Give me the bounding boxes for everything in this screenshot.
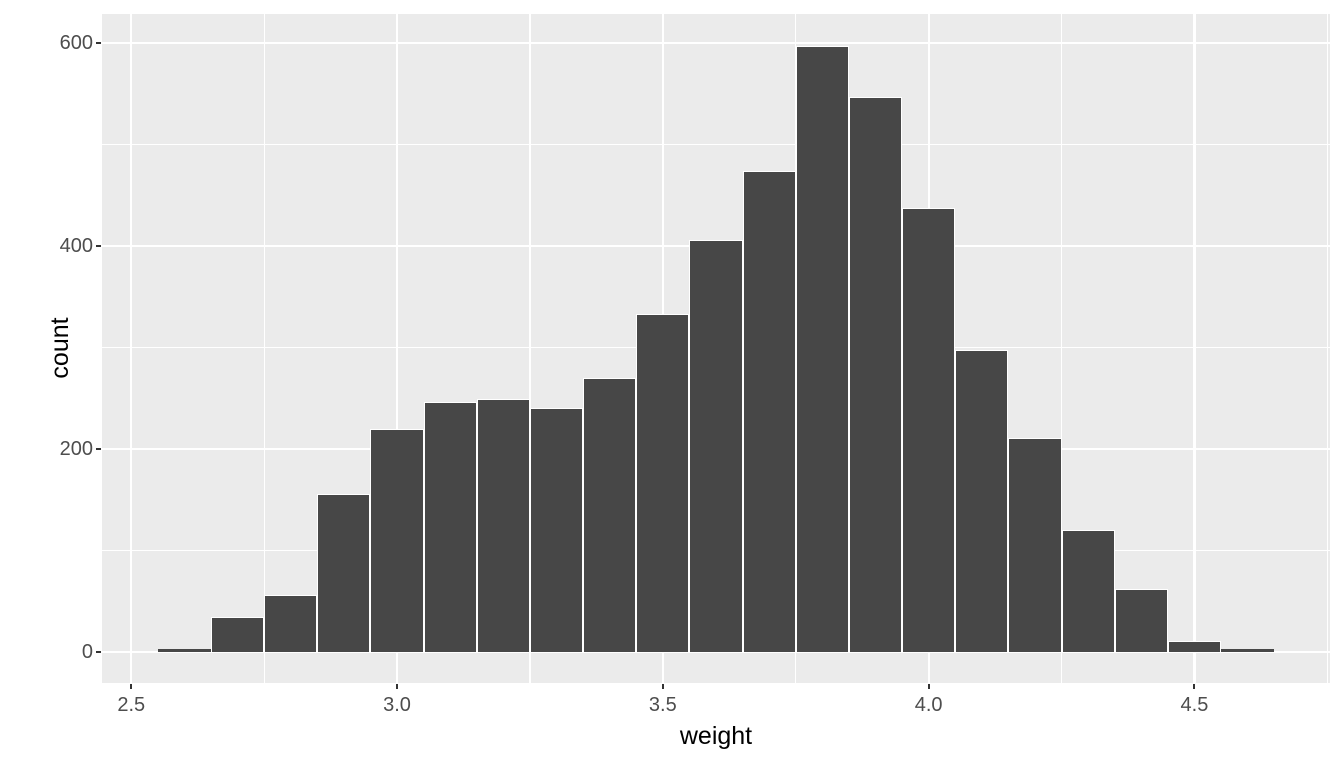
gridline-minor-x	[263, 14, 265, 683]
x-tick-label: 4.0	[914, 694, 943, 716]
histogram-bar	[1167, 640, 1222, 653]
gridline-major-x	[1193, 14, 1196, 683]
gridline-minor-x	[1060, 14, 1063, 683]
x-tick-label: 2.5	[117, 694, 146, 716]
x-tick-mark	[1193, 684, 1196, 689]
histogram-bar	[1221, 648, 1275, 653]
gridline-minor-y	[102, 143, 1330, 146]
histogram-bar	[1008, 437, 1062, 653]
y-tick-mark	[96, 651, 101, 654]
x-tick-mark	[396, 684, 399, 689]
x-tick-label: 3.5	[648, 694, 677, 716]
y-tick-label: 400	[59, 234, 93, 257]
gridline-major-x	[395, 14, 399, 683]
x-tick-mark	[927, 684, 930, 689]
x-tick-label: 4.5	[1180, 694, 1209, 716]
y-axis-title: count	[46, 317, 74, 379]
x-tick-mark	[661, 684, 664, 689]
y-tick-mark	[96, 41, 101, 44]
histogram-bar	[423, 402, 477, 653]
y-tick-label: 0	[81, 641, 93, 664]
histogram-bar	[955, 349, 1009, 653]
y-tick-label: 600	[59, 31, 93, 54]
histogram-bar	[742, 170, 796, 653]
gridline-major-x	[130, 14, 133, 683]
histogram-bar	[210, 616, 265, 653]
histogram-bar	[476, 399, 530, 653]
histogram-bar	[1114, 589, 1168, 653]
x-tick-label: 3.0	[383, 694, 411, 716]
histogram-bar	[636, 313, 690, 653]
plot-panel	[102, 14, 1330, 683]
histogram-bar	[583, 377, 637, 653]
histogram-bar	[1061, 530, 1115, 653]
gridline-major-y	[102, 41, 1330, 45]
gridline-minor-x	[529, 14, 531, 683]
histogram-bar	[264, 595, 318, 653]
histogram-bar	[689, 239, 743, 653]
histogram-bar	[529, 408, 584, 653]
x-axis-title: weight	[679, 722, 753, 750]
y-tick-label: 200	[59, 438, 93, 460]
histogram-bar	[317, 493, 371, 653]
y-tick-mark	[96, 244, 101, 247]
histogram-bar	[157, 648, 211, 653]
gridline-minor-x	[1326, 14, 1328, 683]
histogram-bar	[795, 45, 849, 653]
histogram-bar	[370, 428, 424, 653]
x-tick-mark	[130, 684, 133, 689]
histogram-bar	[848, 96, 903, 653]
histogram-bar	[902, 208, 956, 653]
y-tick-mark	[96, 448, 101, 450]
